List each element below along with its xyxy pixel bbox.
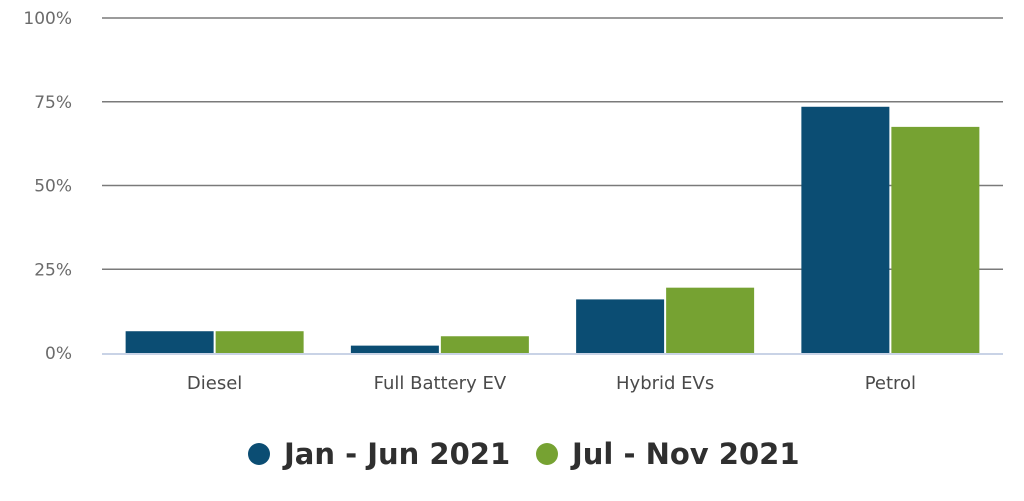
x-tick-label: Hybrid EVs bbox=[616, 373, 714, 394]
y-tick-label: 75% bbox=[34, 93, 72, 113]
y-tick-label: 100% bbox=[23, 9, 72, 29]
bar[interactable] bbox=[350, 345, 439, 353]
y-tick-label: 25% bbox=[34, 260, 72, 280]
bar[interactable] bbox=[215, 331, 304, 353]
bar[interactable] bbox=[440, 336, 529, 353]
x-tick-label: Petrol bbox=[865, 373, 916, 394]
legend-label-series-2: Jul - Nov 2021 bbox=[570, 437, 800, 471]
bars bbox=[125, 106, 980, 354]
legend-marker-series-1 bbox=[248, 443, 270, 465]
x-axis-ticks: Diesel Full Battery EV Hybrid EVs Petrol bbox=[187, 373, 916, 394]
legend-marker-series-2 bbox=[536, 443, 558, 465]
bar[interactable] bbox=[666, 287, 755, 353]
legend-label-series-1: Jan - Jun 2021 bbox=[282, 437, 510, 471]
y-tick-label: 0% bbox=[45, 344, 72, 364]
x-tick-label: Full Battery EV bbox=[374, 373, 507, 394]
x-tick-label: Diesel bbox=[187, 373, 242, 394]
legend-item-series-2[interactable]: Jul - Nov 2021 bbox=[536, 437, 800, 471]
bar[interactable] bbox=[576, 299, 665, 353]
y-axis-ticks: 0% 25% 50% 75% 100% bbox=[23, 9, 72, 364]
bar[interactable] bbox=[125, 331, 214, 353]
legend: Jan - Jun 2021 Jul - Nov 2021 bbox=[248, 437, 800, 471]
bar[interactable] bbox=[801, 106, 890, 354]
bar[interactable] bbox=[891, 126, 980, 353]
y-tick-label: 50% bbox=[34, 177, 72, 197]
legend-item-series-1[interactable]: Jan - Jun 2021 bbox=[248, 437, 510, 471]
